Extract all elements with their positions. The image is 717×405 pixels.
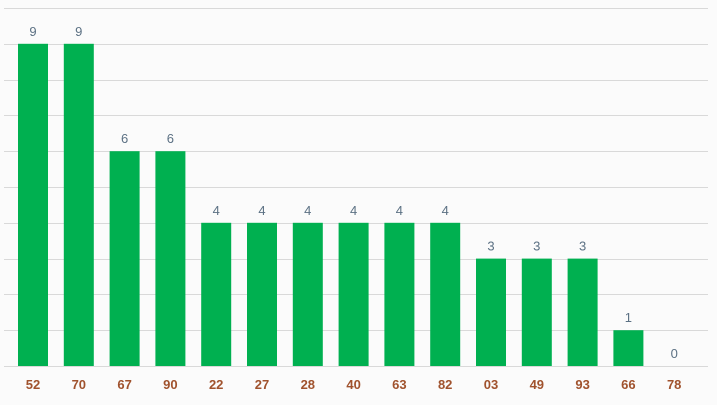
value-label-49: 3 bbox=[533, 239, 540, 254]
category-label-40: 40 bbox=[346, 377, 360, 392]
value-label-63: 4 bbox=[396, 203, 403, 218]
category-label-52: 52 bbox=[26, 377, 40, 392]
category-label-90: 90 bbox=[163, 377, 177, 392]
bars bbox=[18, 43, 644, 367]
category-label-22: 22 bbox=[209, 377, 223, 392]
bar-90 bbox=[155, 151, 186, 366]
value-label-82: 4 bbox=[442, 203, 449, 218]
bar-28 bbox=[292, 222, 323, 366]
category-label-63: 63 bbox=[392, 377, 406, 392]
value-label-40: 4 bbox=[350, 203, 357, 218]
value-label-70: 9 bbox=[75, 24, 82, 39]
value-label-27: 4 bbox=[258, 203, 265, 218]
bar-82 bbox=[430, 222, 461, 366]
bar-63 bbox=[384, 222, 415, 366]
bar-22 bbox=[201, 222, 232, 366]
bar-40 bbox=[338, 222, 369, 366]
value-label-67: 6 bbox=[121, 131, 128, 146]
category-label-93: 93 bbox=[575, 377, 589, 392]
value-labels: 9 9 6 6 4 4 4 4 4 4 3 3 3 1 0 bbox=[29, 24, 677, 361]
category-label-27: 27 bbox=[255, 377, 269, 392]
category-label-78: 78 bbox=[667, 377, 681, 392]
value-label-78: 0 bbox=[671, 346, 678, 361]
bar-70 bbox=[63, 43, 94, 367]
value-label-22: 4 bbox=[213, 203, 220, 218]
category-label-49: 49 bbox=[530, 377, 544, 392]
value-label-52: 9 bbox=[29, 24, 36, 39]
value-label-93: 3 bbox=[579, 239, 586, 254]
bar-49 bbox=[521, 258, 552, 366]
category-label-82: 82 bbox=[438, 377, 452, 392]
bar-93 bbox=[567, 258, 598, 366]
value-label-66: 1 bbox=[625, 310, 632, 325]
category-labels: 52 70 67 90 22 27 28 40 63 82 03 49 93 66 78 bbox=[26, 377, 682, 392]
value-label-90: 6 bbox=[167, 131, 174, 146]
bar-52 bbox=[18, 43, 48, 367]
bar-03 bbox=[476, 258, 506, 366]
category-label-67: 67 bbox=[117, 377, 131, 392]
category-label-66: 66 bbox=[621, 377, 635, 392]
bar-66 bbox=[613, 330, 644, 366]
category-label-28: 28 bbox=[301, 377, 315, 392]
category-label-70: 70 bbox=[72, 377, 86, 392]
bar-67 bbox=[109, 151, 140, 366]
value-label-03: 3 bbox=[487, 239, 494, 254]
category-label-03: 03 bbox=[484, 377, 498, 392]
value-label-28: 4 bbox=[304, 203, 311, 218]
bar-27 bbox=[247, 222, 277, 366]
